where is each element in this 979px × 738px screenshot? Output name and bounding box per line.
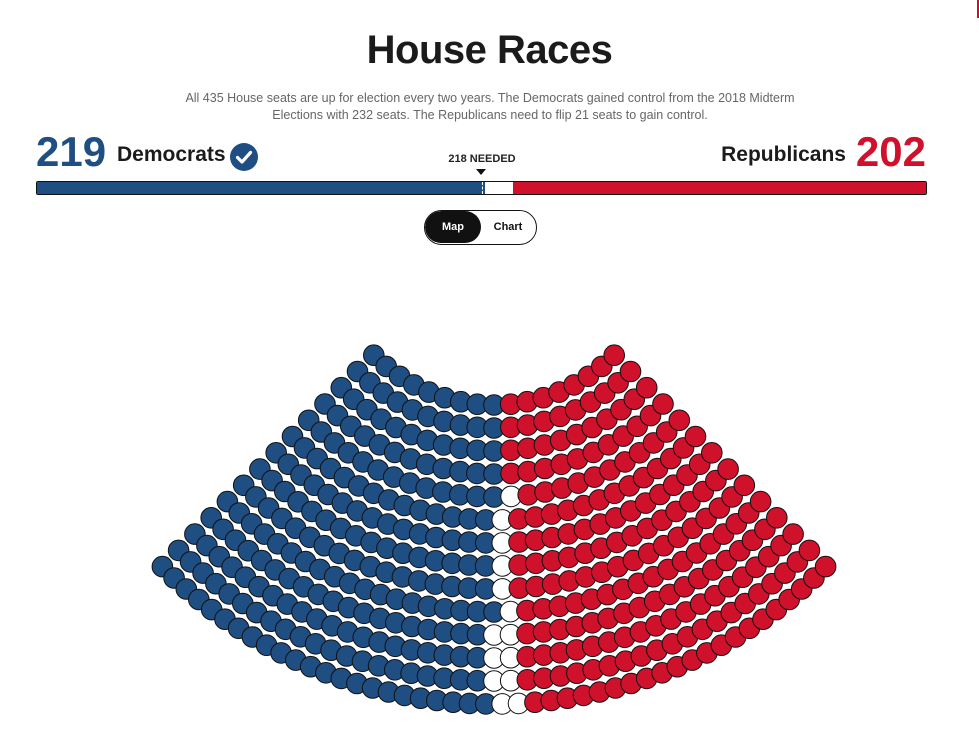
seat-republican[interactable] xyxy=(814,555,837,578)
seat-balance-bar xyxy=(36,181,927,195)
seat-republican[interactable] xyxy=(684,425,707,448)
seat-republican[interactable] xyxy=(733,474,756,497)
check-circle-background xyxy=(230,143,258,171)
house-seat-map xyxy=(151,344,837,715)
democrats-label: Democrats xyxy=(117,143,226,166)
democrats-seat-count: 219 xyxy=(36,128,107,175)
seat-republican[interactable] xyxy=(652,393,674,415)
seat-republican[interactable] xyxy=(635,376,658,399)
edge-marker xyxy=(977,0,979,18)
majority-marker-line xyxy=(481,182,483,194)
seat-republican[interactable] xyxy=(782,523,804,545)
tab-map[interactable]: Map xyxy=(425,211,481,243)
seat-republican[interactable] xyxy=(603,344,626,366)
check-mark xyxy=(235,150,253,164)
view-toggle: Map Chart xyxy=(424,210,537,245)
page-description: All 435 House seats are up for election … xyxy=(185,91,795,122)
republicans-seat-count: 202 xyxy=(855,128,926,175)
seat-republican[interactable] xyxy=(749,490,772,513)
seat-bar-republicans xyxy=(513,182,926,194)
seat-republican[interactable] xyxy=(766,506,788,529)
seat-republican[interactable] xyxy=(668,409,691,432)
republicans-label: Republicans xyxy=(721,143,846,166)
seat-republican[interactable] xyxy=(701,442,723,464)
majority-pointer-icon xyxy=(476,169,486,175)
majority-needed-label: 218 NEEDED xyxy=(448,153,516,165)
tab-chart[interactable]: Chart xyxy=(481,211,535,243)
check-circle-icon xyxy=(230,143,258,171)
seat-bar-democrats xyxy=(37,182,485,194)
seat-republican[interactable] xyxy=(798,539,821,562)
seat-republican[interactable] xyxy=(717,458,739,480)
seat-bar-undecided xyxy=(484,182,514,194)
page-title: House Races xyxy=(366,28,613,72)
seat-republican[interactable] xyxy=(619,360,642,383)
